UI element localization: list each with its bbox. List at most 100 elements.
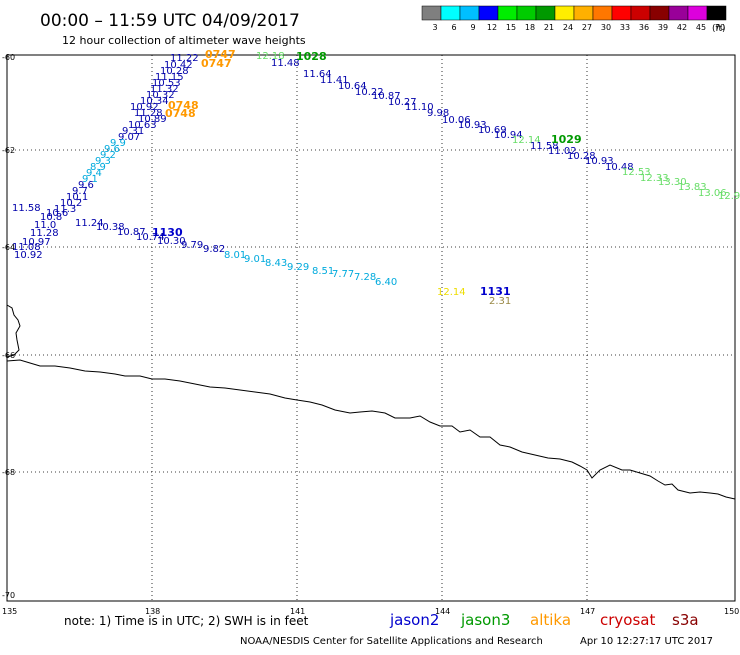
swh-value: 10.48 — [605, 162, 634, 173]
y-tick-label: -68 — [2, 468, 15, 477]
colorbar-label: 36 — [639, 23, 649, 32]
colorbar-swatch — [535, 5, 556, 21]
page-subtitle: 12 hour collection of altimeter wave hei… — [62, 34, 306, 47]
colorbar-label: 33 — [620, 23, 630, 32]
svg-text:9.2: 9.2 — [100, 150, 116, 161]
colorbar-swatch — [687, 5, 708, 21]
colorbar-swatch — [592, 5, 613, 21]
colorbar-label: 15 — [506, 23, 516, 32]
swh-value: 2.31 — [489, 296, 511, 307]
swh-value: 10.93 — [585, 156, 614, 167]
swh-value: 8.43 — [265, 258, 287, 269]
graticule — [7, 55, 735, 601]
dense-track-segment: 9.9 9.6 9.2 9.3 8.9 9.4 9.1 9.6 9.7 10.1… — [34, 138, 126, 231]
colorbar-label: 27 — [582, 23, 592, 32]
altimeter-tracks: 12.18 11.48 11.64 11.41 10.64 10.22 10.8… — [12, 48, 740, 307]
swh-value: 8.01 — [224, 250, 246, 261]
swh-value: 10.87 — [372, 91, 401, 102]
colorbar-label: 12 — [487, 23, 497, 32]
swh-value: 11.24 — [75, 218, 104, 229]
y-tick-label: -64 — [2, 243, 15, 252]
colorbar-label: 3 — [432, 23, 437, 32]
swh-value: 10.28 — [567, 151, 596, 162]
x-tick-label: 150 — [724, 607, 739, 616]
swh-value: 6.40 — [375, 277, 397, 288]
swh-value: 13.30 — [658, 177, 687, 188]
swh-value: 11.64 — [303, 69, 332, 80]
swh-value: 8.51 — [312, 266, 334, 277]
colorbar-swatch — [649, 5, 670, 21]
swh-value: 10.63 — [128, 120, 157, 131]
swh-value: 10.87 — [117, 227, 146, 238]
swh-value: 10.42 — [164, 60, 193, 71]
pass-time-label: 0747 — [201, 57, 232, 70]
colorbar-label: 18 — [525, 23, 535, 32]
svg-text:10.6: 10.6 — [46, 208, 68, 219]
swh-value: 11.48 — [271, 58, 300, 69]
swh-value: 9.29 — [287, 262, 309, 273]
pass-time-label: 1028 — [296, 50, 327, 63]
swh-value: 10.92 — [130, 102, 159, 113]
swh-value: 9.07 — [118, 132, 140, 143]
svg-text:9.1: 9.1 — [82, 174, 98, 185]
colorbar-swatch — [478, 5, 499, 21]
swh-value: 10.06 — [442, 115, 471, 126]
legend-sat-s3a: s3a — [672, 611, 699, 629]
svg-text:9.7: 9.7 — [72, 186, 88, 197]
colorbar-swatch — [668, 5, 689, 21]
swh-value: 13.83 — [678, 182, 707, 193]
legend-sat-altika: altika — [530, 611, 571, 629]
swh-value: 10.53 — [152, 78, 181, 89]
swh-value: 10.94 — [494, 130, 523, 141]
x-tick-label: 141 — [290, 607, 305, 616]
swh-value: 10.64 — [338, 81, 367, 92]
swh-value: 10.28 — [160, 66, 189, 77]
x-tick-label: 144 — [435, 607, 450, 616]
swh-value: 7.28 — [354, 272, 376, 283]
pass-time-label: 1130 — [152, 226, 183, 239]
swh-value: 11.41 — [320, 75, 349, 86]
svg-text:11.3: 11.3 — [54, 204, 76, 215]
pass-time-label: 0747 — [205, 48, 236, 61]
svg-text:10.8: 10.8 — [40, 212, 62, 223]
swh-value: 11.10 — [405, 102, 434, 113]
swh-value: 10.34 — [140, 96, 169, 107]
legend-sat-jason3: jason3 — [460, 611, 510, 629]
swh-value: 11.58 — [530, 141, 559, 152]
colorbar-swatch — [611, 5, 632, 21]
colorbar-label: 45 — [696, 23, 706, 32]
colorbar-label: 30 — [601, 23, 611, 32]
colorbar-label: 24 — [563, 23, 573, 32]
y-tick-label: -70 — [2, 591, 15, 600]
pass-time-label: 0748 — [165, 107, 196, 120]
colorbar-label: 6 — [451, 23, 456, 32]
svg-text:10.2: 10.2 — [60, 198, 82, 209]
svg-text:11.0: 11.0 — [34, 220, 56, 231]
swh-value: 12.53 — [622, 167, 651, 178]
svg-text:8.9: 8.9 — [90, 162, 106, 173]
swh-value: 12.9 — [718, 191, 740, 202]
swh-value: 10.27 — [388, 97, 417, 108]
y-tick-label: -62 — [2, 146, 15, 155]
page-title: 00:00 – 11:59 UTC 04/09/2017 — [40, 11, 300, 31]
swh-value: 12.18 — [256, 51, 285, 62]
swh-value: 10.74 — [136, 232, 165, 243]
svg-text:9.3: 9.3 — [95, 156, 111, 167]
swh-value: 11.58 — [12, 203, 41, 214]
swh-value: 11.15 — [155, 72, 184, 83]
svg-text:9.4: 9.4 — [86, 168, 102, 179]
svg-text:9.9: 9.9 — [110, 138, 126, 149]
colorbar-swatch — [554, 5, 575, 21]
colorbar-label: 42 — [677, 23, 687, 32]
map-frame — [6, 54, 736, 602]
swh-value: 10.32 — [146, 90, 175, 101]
swh-value: 11.22 — [170, 53, 199, 64]
swh-value: 9.79 — [181, 240, 203, 251]
coastline — [6, 304, 736, 500]
swh-value: 12.33 — [640, 173, 669, 184]
colorbar-swatch — [497, 5, 518, 21]
swh-value: 13.06 — [698, 188, 727, 199]
swh-value: 9.98 — [427, 108, 449, 119]
swh-value: 9.31 — [122, 126, 144, 137]
